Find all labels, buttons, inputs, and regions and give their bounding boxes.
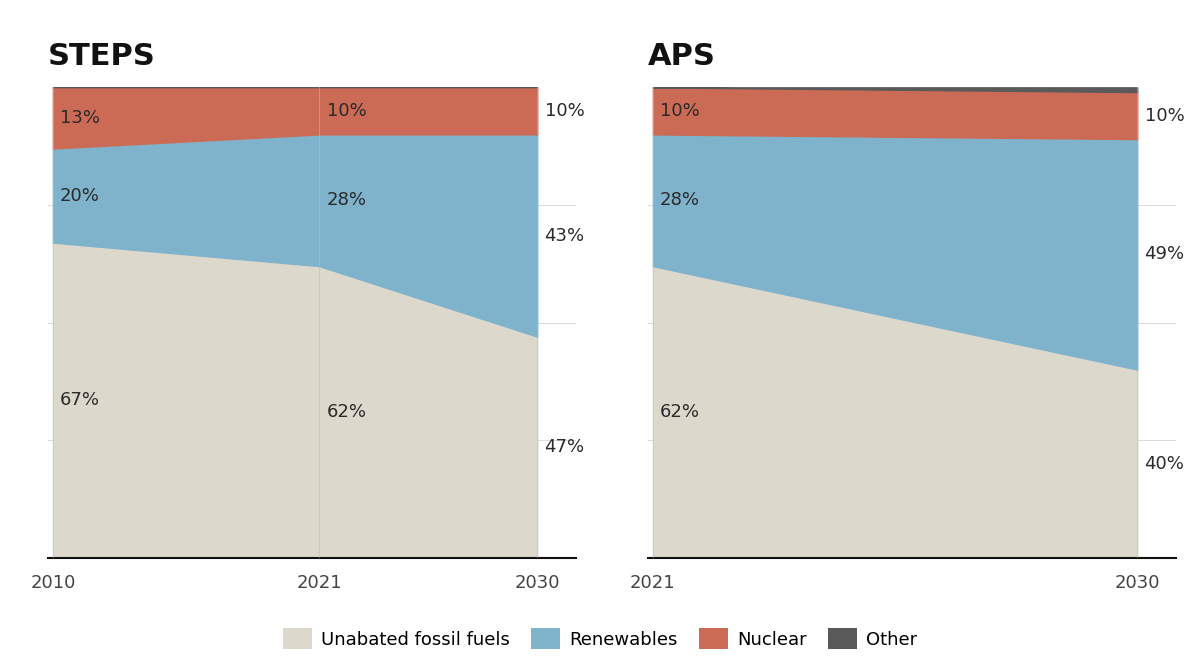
Text: 10%: 10% xyxy=(545,102,584,120)
Text: 13%: 13% xyxy=(60,109,100,127)
Text: 47%: 47% xyxy=(545,438,584,456)
Text: 10%: 10% xyxy=(1145,107,1184,124)
Text: 43%: 43% xyxy=(545,226,584,245)
Text: 49%: 49% xyxy=(1145,245,1184,263)
Text: 28%: 28% xyxy=(326,192,366,209)
Text: 1%: 1% xyxy=(1145,81,1174,99)
Legend: Unabated fossil fuels, Renewables, Nuclear, Other: Unabated fossil fuels, Renewables, Nucle… xyxy=(276,621,924,657)
Text: 62%: 62% xyxy=(660,403,700,421)
Text: 10%: 10% xyxy=(660,102,700,120)
Text: 28%: 28% xyxy=(660,192,700,209)
Text: STEPS: STEPS xyxy=(48,42,156,71)
Text: 10%: 10% xyxy=(326,102,366,120)
Text: 20%: 20% xyxy=(60,187,100,204)
Text: 67%: 67% xyxy=(60,391,100,409)
Text: 62%: 62% xyxy=(326,403,366,421)
Text: 40%: 40% xyxy=(1145,455,1184,472)
Text: APS: APS xyxy=(648,42,716,71)
